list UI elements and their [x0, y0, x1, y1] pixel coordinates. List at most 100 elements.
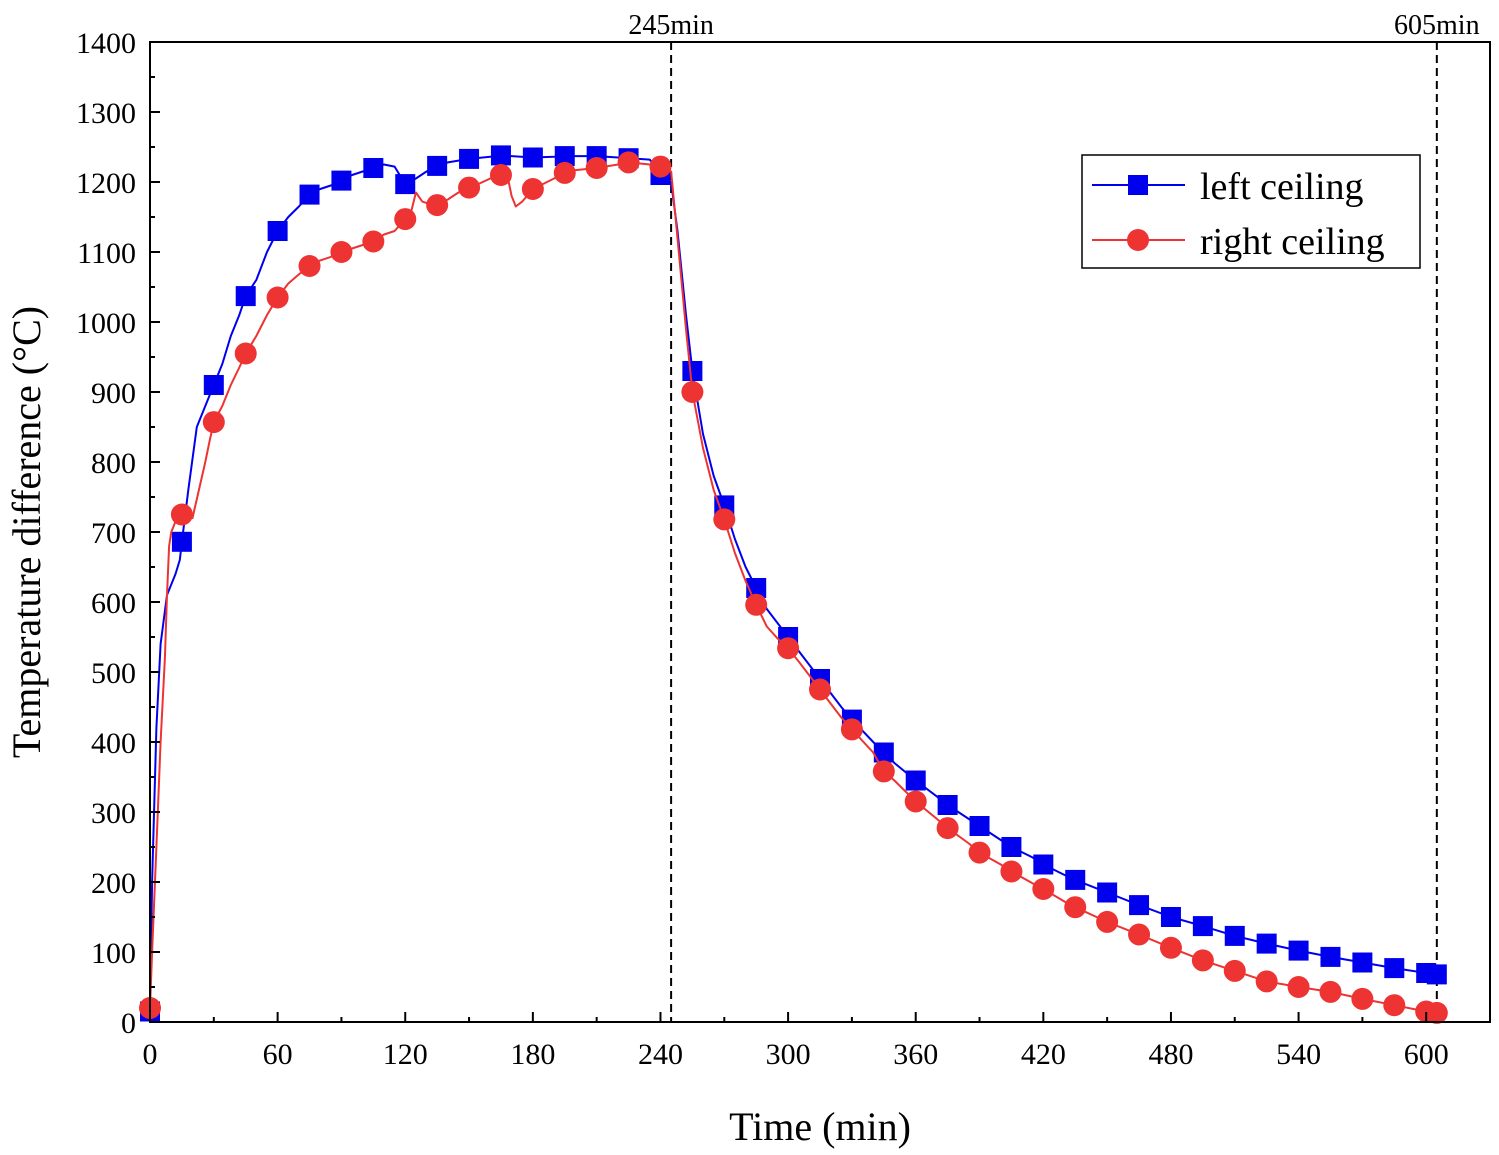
data-point-left-ceiling: [427, 155, 448, 176]
data-point-left-ceiling: [1288, 940, 1309, 961]
data-point-right-ceiling: [649, 155, 672, 178]
data-point-left-ceiling: [1129, 895, 1150, 916]
data-point-left-ceiling: [171, 531, 192, 552]
data-point-left-ceiling: [1384, 958, 1405, 979]
data-point-right-ceiling: [745, 593, 768, 616]
y-tick-label: 1000: [76, 307, 136, 340]
data-point-left-ceiling: [1192, 916, 1213, 937]
data-point-right-ceiling: [713, 508, 736, 531]
x-tick-label: 540: [1276, 1038, 1321, 1071]
reference-lines: [670, 42, 1438, 1022]
data-point-left-ceiling: [522, 147, 543, 168]
x-tick-label: 120: [383, 1038, 428, 1071]
data-point-left-ceiling: [1256, 933, 1277, 954]
legend-label-right-ceiling: right ceiling: [1200, 221, 1385, 263]
data-point-right-ceiling: [330, 241, 353, 263]
data-point-left-ceiling: [1352, 952, 1373, 973]
data-point-right-ceiling: [234, 342, 257, 365]
data-point-left-ceiling: [1065, 869, 1086, 890]
data-point-left-ceiling: [331, 170, 352, 191]
data-point-right-ceiling: [1096, 910, 1119, 933]
data-point-right-ceiling: [904, 790, 927, 813]
data-point-left-ceiling: [490, 145, 511, 166]
x-tick-label: 600: [1404, 1038, 1449, 1071]
x-tick-label: 180: [510, 1038, 555, 1071]
data-point-right-ceiling: [1191, 949, 1214, 972]
data-point-right-ceiling: [681, 381, 704, 403]
data-point-left-ceiling: [235, 286, 256, 307]
x-axis: 0 60 120 180 240 300 360 420 480 540 600: [143, 1012, 1491, 1071]
data-point-left-ceiling: [1033, 854, 1054, 875]
y-tick-label: 1200: [76, 167, 136, 200]
annotations: 245min 605min: [628, 10, 1479, 41]
data-point-left-ceiling: [682, 361, 703, 381]
data-point-right-ceiling: [426, 194, 449, 217]
data-point-right-ceiling: [1351, 987, 1374, 1010]
data-point-left-ceiling: [395, 174, 416, 195]
data-point-right-ceiling: [1255, 970, 1278, 993]
legend: left ceiling right ceiling: [1081, 154, 1421, 269]
data-point-right-ceiling: [1287, 976, 1310, 998]
data-point-left-ceiling: [299, 184, 320, 205]
data-point-left-ceiling: [1224, 925, 1245, 946]
data-point-right-ceiling: [394, 208, 417, 231]
data-point-right-ceiling: [1383, 994, 1406, 1017]
x-tick-label: 60: [263, 1038, 293, 1071]
data-point-left-ceiling: [1426, 964, 1447, 985]
data-point-left-ceiling: [969, 816, 990, 836]
y-tick-label: 500: [91, 657, 136, 690]
legend-label-left-ceiling: left ceiling: [1200, 166, 1364, 208]
data-point-right-ceiling: [1223, 959, 1246, 982]
data-point-right-ceiling: [489, 164, 512, 186]
y-tick-label: 600: [91, 587, 136, 620]
data-point-right-ceiling: [362, 230, 385, 253]
data-point-right-ceiling: [202, 411, 225, 434]
data-point-left-ceiling: [459, 148, 480, 169]
data-point-right-ceiling: [553, 161, 576, 184]
data-point-right-ceiling: [521, 178, 544, 200]
data-point-right-ceiling: [777, 637, 800, 660]
y-tick-label: 1400: [76, 27, 136, 60]
data-point-left-ceiling: [267, 221, 288, 241]
y-tick-label: 1300: [76, 97, 136, 130]
data-point-left-ceiling: [905, 770, 926, 791]
data-point-left-ceiling: [1001, 837, 1022, 857]
y-tick-label: 300: [91, 797, 136, 830]
y-axis: 0 100 200 300 400 500 600 700 800 900 1000 1100 1200…: [76, 27, 160, 1040]
data-point-right-ceiling: [872, 760, 895, 783]
data-point-right-ceiling: [170, 503, 193, 526]
data-point-right-ceiling: [1032, 878, 1055, 900]
data-point-right-ceiling: [1319, 980, 1342, 1003]
data-point-left-ceiling: [554, 146, 575, 167]
data-point-left-ceiling: [1097, 882, 1118, 903]
data-point-left-ceiling: [203, 375, 224, 395]
y-tick-label: 400: [91, 727, 136, 760]
data-point-right-ceiling: [936, 817, 959, 840]
data-point-right-ceiling: [1000, 860, 1023, 883]
y-tick-label: 0: [121, 1007, 136, 1040]
legend-marker-left-ceiling: [1128, 175, 1148, 195]
y-tick-label: 700: [91, 517, 136, 550]
y-tick-label: 800: [91, 447, 136, 480]
data-point-right-ceiling: [809, 678, 831, 701]
x-axis-title: Time (min): [729, 1104, 911, 1149]
series-layer: [139, 145, 1448, 1024]
y-tick-label: 100: [91, 937, 136, 970]
x-tick-label: 300: [766, 1038, 811, 1071]
x-tick-label: 480: [1148, 1038, 1193, 1071]
reference-label-245min: 245min: [628, 10, 714, 41]
x-tick-label: 0: [143, 1038, 158, 1071]
data-point-left-ceiling: [873, 742, 894, 763]
x-tick-label: 360: [893, 1038, 938, 1071]
data-point-right-ceiling: [266, 286, 289, 309]
legend-marker-right-ceiling: [1127, 229, 1149, 251]
data-point-right-ceiling: [1159, 936, 1182, 959]
data-point-right-ceiling: [585, 157, 608, 179]
y-tick-label: 900: [91, 377, 136, 410]
series-line-right-ceiling: [149, 161, 1437, 1014]
x-tick-label: 420: [1021, 1038, 1066, 1071]
data-point-right-ceiling: [1425, 1001, 1448, 1024]
data-point-right-ceiling: [1128, 923, 1151, 946]
y-axis-title: Temperature difference (°C): [4, 306, 49, 758]
